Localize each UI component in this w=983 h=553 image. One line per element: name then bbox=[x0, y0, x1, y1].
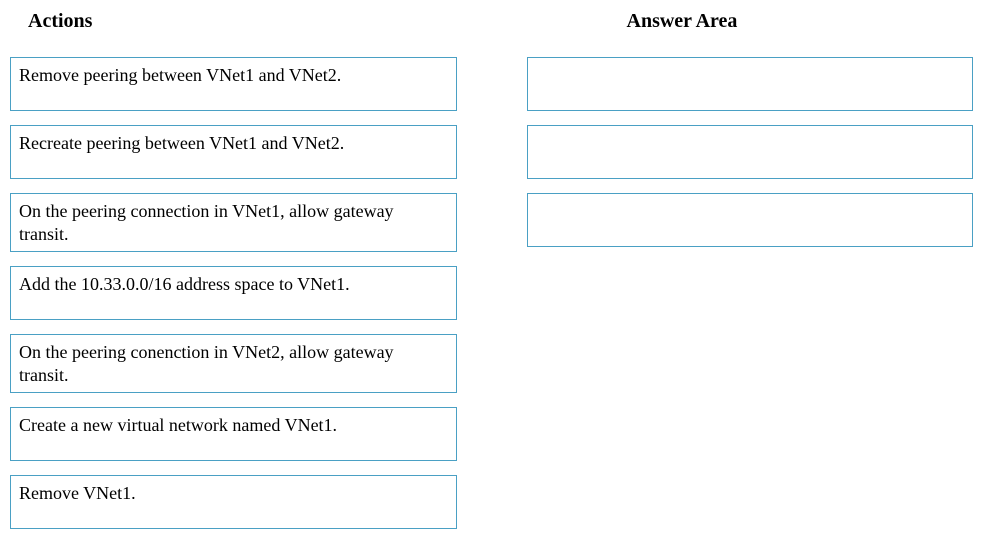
action-item-label: Create a new virtual network named VNet1… bbox=[19, 414, 337, 437]
action-item[interactable]: Remove peering between VNet1 and VNet2. bbox=[10, 57, 457, 111]
action-item[interactable]: On the peering conenction in VNet2, allo… bbox=[10, 334, 457, 393]
actions-column: Actions Remove peering between VNet1 and… bbox=[10, 10, 457, 543]
action-item[interactable]: Add the 10.33.0.0/16 address space to VN… bbox=[10, 266, 457, 320]
action-item-label: Recreate peering between VNet1 and VNet2… bbox=[19, 132, 344, 155]
answer-heading: Answer Area bbox=[527, 10, 974, 33]
drag-drop-container: Actions Remove peering between VNet1 and… bbox=[0, 10, 983, 543]
action-item[interactable]: On the peering connection in VNet1, allo… bbox=[10, 193, 457, 252]
action-item-label: On the peering connection in VNet1, allo… bbox=[19, 200, 448, 245]
answer-slot[interactable] bbox=[527, 193, 974, 247]
action-item[interactable]: Remove VNet1. bbox=[10, 475, 457, 529]
action-item[interactable]: Recreate peering between VNet1 and VNet2… bbox=[10, 125, 457, 179]
action-item-label: Remove peering between VNet1 and VNet2. bbox=[19, 64, 341, 87]
answer-slot[interactable] bbox=[527, 125, 974, 179]
answer-slot[interactable] bbox=[527, 57, 974, 111]
action-item-label: Add the 10.33.0.0/16 address space to VN… bbox=[19, 273, 350, 296]
action-item-label: Remove VNet1. bbox=[19, 482, 136, 505]
answer-column: Answer Area bbox=[527, 10, 974, 543]
action-item-label: On the peering conenction in VNet2, allo… bbox=[19, 341, 448, 386]
actions-heading: Actions bbox=[10, 10, 457, 33]
action-item[interactable]: Create a new virtual network named VNet1… bbox=[10, 407, 457, 461]
